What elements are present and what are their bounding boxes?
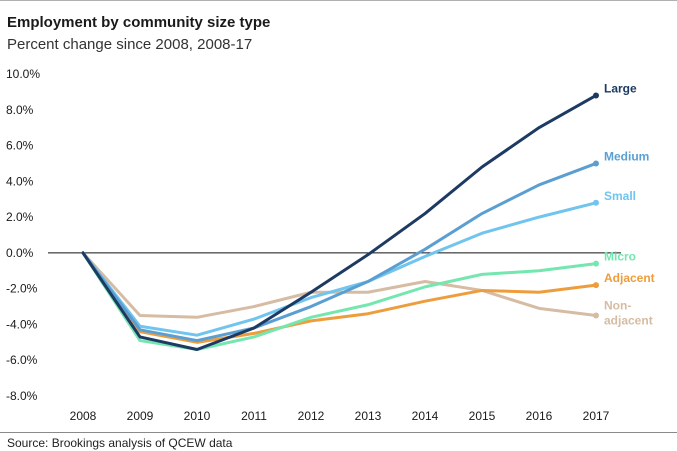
y-tick-label: -4.0% — [6, 317, 38, 331]
series-line-micro — [81, 251, 598, 351]
series-lines — [81, 92, 599, 351]
chart-title: Employment by community size type — [7, 14, 271, 31]
x-tick-label: 2014 — [412, 409, 439, 423]
series-label: Micro — [604, 250, 636, 264]
x-tick-label: 2009 — [127, 409, 154, 423]
series-end-point — [593, 312, 599, 319]
y-tick-label: 10.0% — [6, 67, 40, 81]
series-end-point — [593, 92, 599, 99]
series-line-medium — [81, 161, 598, 343]
source-note: Source: Brookings analysis of QCEW data — [7, 436, 233, 450]
series-labels: Non-adjacent Adjacent Micro Small Medium Larg… — [604, 81, 655, 327]
top-rule — [0, 0, 677, 1]
series-line-adjacent — [81, 251, 598, 344]
series-label-line2: adjacent — [604, 314, 653, 328]
x-tick-label: 2016 — [526, 409, 553, 423]
series-line-small — [81, 201, 598, 337]
y-tick-label: 4.0% — [6, 174, 34, 188]
series-line-non-adjacent — [81, 251, 598, 319]
y-axis: 10.0% 8.0% 6.0% 4.0% 2.0% 0.0% -2.0% -4.0% -6.0%… — [6, 67, 40, 403]
series-label: Medium — [604, 149, 649, 163]
x-tick-label: 2010 — [184, 409, 211, 423]
x-tick-label: 2008 — [70, 409, 97, 423]
series-label: Large — [604, 81, 637, 95]
series-label: Adjacent — [604, 271, 655, 285]
y-tick-label: -6.0% — [6, 353, 38, 367]
x-axis: 2008 2009 2010 2011 2012 2013 2014 2015 2016 2017 — [70, 409, 610, 423]
series-end-point — [593, 199, 599, 206]
series-label: Small — [604, 189, 636, 203]
source-rule — [0, 432, 677, 433]
series-end-point — [593, 260, 599, 267]
y-tick-label: -2.0% — [6, 282, 38, 296]
y-tick-label: -8.0% — [6, 389, 38, 403]
series-label: Non- — [604, 299, 631, 313]
series-end-point — [593, 282, 599, 289]
x-tick-label: 2012 — [298, 409, 325, 423]
y-tick-label: 6.0% — [6, 139, 34, 153]
x-tick-label: 2011 — [241, 409, 267, 423]
chart-subtitle: Percent change since 2008, 2008-17 — [7, 36, 253, 53]
y-tick-label: 8.0% — [6, 103, 34, 117]
x-tick-label: 2013 — [355, 409, 382, 423]
y-tick-label: 0.0% — [6, 246, 34, 260]
series-end-point — [593, 160, 599, 167]
y-tick-label: 2.0% — [6, 210, 34, 224]
series-line-large — [81, 93, 598, 351]
x-tick-label: 2015 — [469, 409, 496, 423]
x-tick-label: 2017 — [583, 409, 610, 423]
